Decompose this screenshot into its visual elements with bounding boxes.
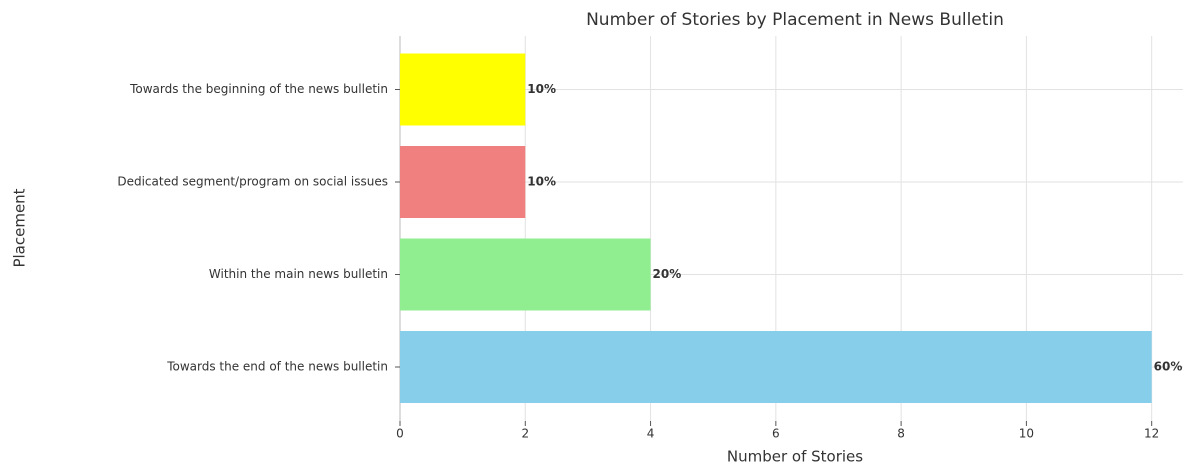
x-tick-label: 10 xyxy=(1019,427,1034,441)
bar-annotation: 20% xyxy=(653,267,682,281)
y-tick-label: Within the main news bulletin xyxy=(209,267,388,281)
x-tick-label: 6 xyxy=(772,427,780,441)
x-tick-label: 12 xyxy=(1144,427,1159,441)
y-tick-label: Towards the beginning of the news bullet… xyxy=(129,82,388,96)
y-tick-label: Dedicated segment/program on social issu… xyxy=(117,175,388,189)
x-tick-label: 0 xyxy=(396,427,404,441)
y-tick-label: Towards the end of the news bulletin xyxy=(166,360,388,374)
bar xyxy=(400,53,526,126)
y-axis-label: Placement xyxy=(11,188,29,267)
bar-annotation: 10% xyxy=(527,82,556,96)
chart-title: Number of Stories by Placement in News B… xyxy=(586,10,1004,30)
bar-annotation: 60% xyxy=(1154,360,1183,374)
bar xyxy=(400,238,651,311)
x-tick-label: 2 xyxy=(521,427,529,441)
bar xyxy=(400,146,526,218)
x-tick-label: 8 xyxy=(897,427,905,441)
x-axis-label: Number of Stories xyxy=(727,448,863,466)
x-tick-label: 4 xyxy=(647,427,655,441)
bar-annotation: 10% xyxy=(527,175,556,189)
bar xyxy=(400,331,1152,403)
